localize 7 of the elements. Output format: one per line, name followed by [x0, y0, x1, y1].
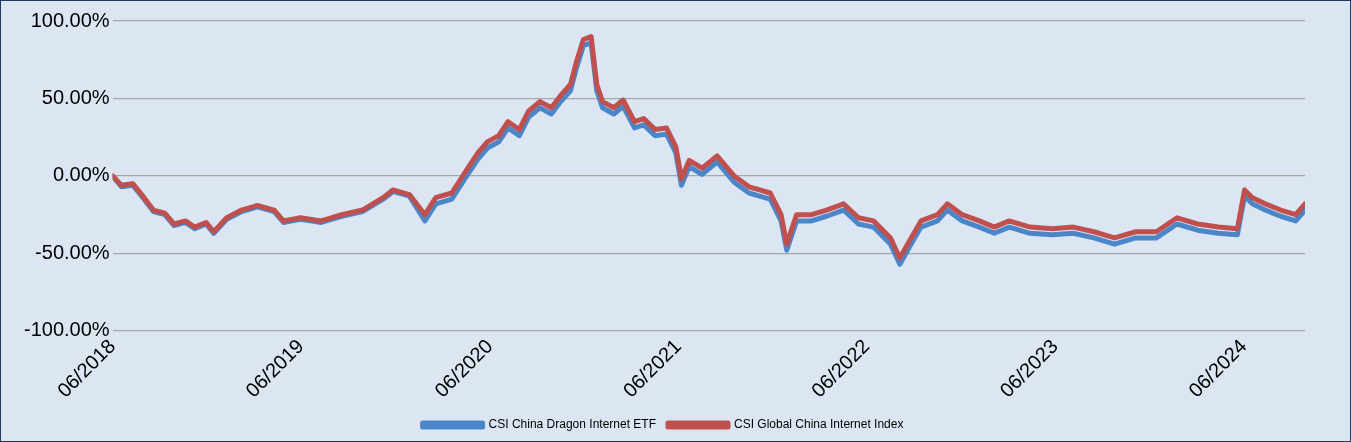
y-tick-label: 50.00%: [41, 85, 110, 108]
y-tick-label: -100.00%: [23, 318, 110, 341]
legend-label: CSI Global China Internet Index: [733, 417, 904, 432]
y-tick-label: -50.00%: [35, 240, 110, 263]
y-tick-label: 100.00%: [30, 8, 110, 31]
y-tick-label: 0.00%: [52, 163, 110, 186]
legend-label: CSI China Dragon Internet ETF: [488, 417, 656, 432]
